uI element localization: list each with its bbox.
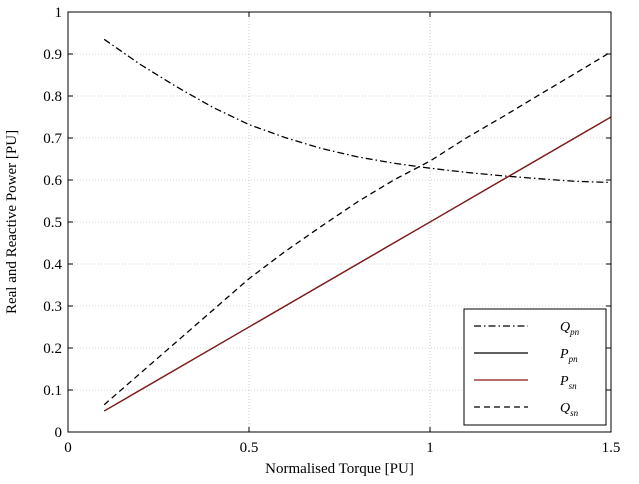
x-tick-label: 0.5 (240, 440, 259, 456)
y-tick-label: 0.5 (43, 215, 62, 231)
x-tick-label: 1.5 (602, 440, 621, 456)
y-axis-label: Real and Reactive Power [PU] (4, 130, 20, 314)
y-tick-label: 0.3 (43, 299, 62, 315)
legend-label: Ppn (559, 347, 578, 364)
y-tick-label: 1 (55, 5, 63, 21)
y-tick-label: 0.1 (43, 383, 62, 399)
y-tick-label: 0.2 (43, 341, 62, 357)
series-lines (103, 38, 612, 412)
legend-label: Psn (559, 374, 577, 391)
x-tick-label: 0 (64, 440, 72, 456)
legend-label: Qsn (560, 401, 579, 418)
series-line-qpn (103, 38, 612, 184)
axis-ticks: 0 0.1 0.2 0.3 0.4 0.5 0.6 0.7 0.8 0.9 1 0 0.5 1 1.5 (43, 5, 620, 456)
y-tick-label: 0.4 (43, 257, 62, 273)
y-tick-label: 0 (55, 425, 63, 441)
legend: Qpn Ppn Psn Qsn (463, 308, 607, 426)
y-tick-label: 0.8 (43, 89, 62, 105)
x-tick-label: 1 (426, 440, 434, 456)
legend-label: Qpn (560, 320, 580, 337)
x-axis-label: Normalised Torque [PU] (265, 461, 414, 477)
y-tick-label: 0.6 (43, 173, 62, 189)
y-tick-label: 0.7 (43, 131, 62, 147)
series-line-psn (103, 116, 612, 412)
y-tick-label: 0.9 (43, 47, 62, 63)
series-line-qsn (103, 51, 612, 406)
legend-box (463, 308, 607, 426)
